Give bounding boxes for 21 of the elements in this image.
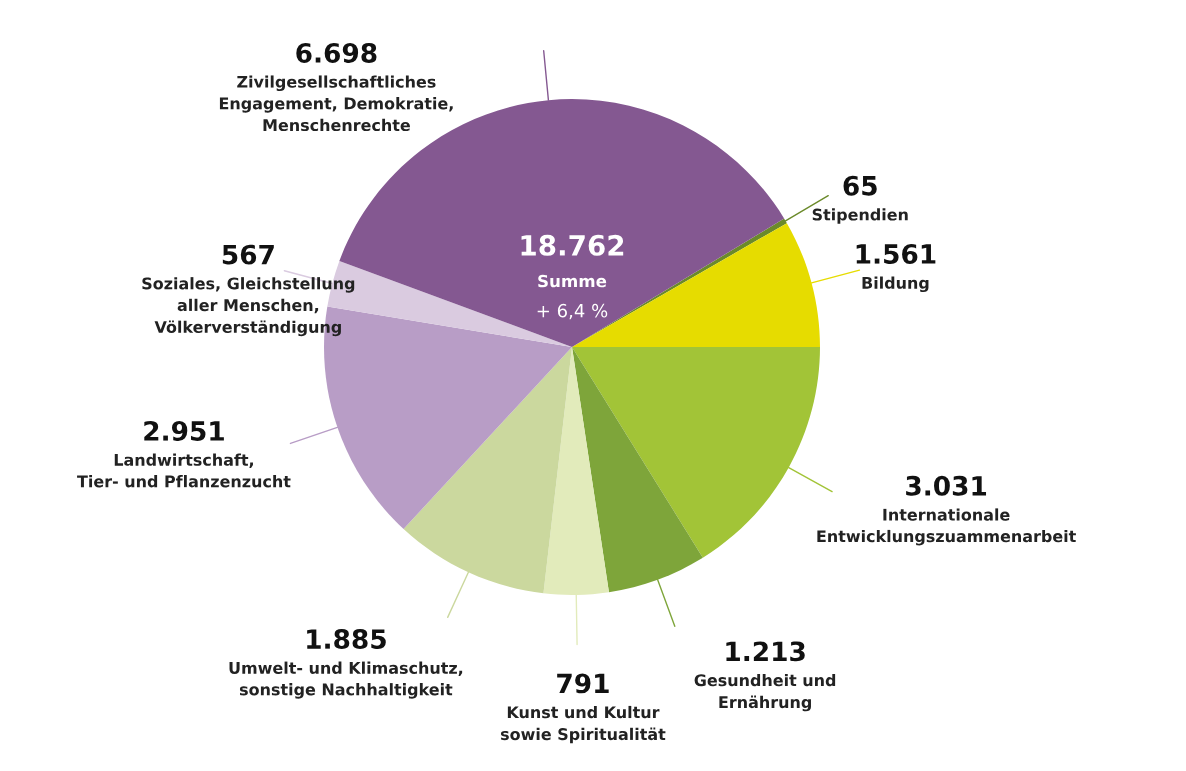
text: 18.762 xyxy=(521,234,624,256)
slice-label: Zivilgesellschaftliches Engagement, Demokratie, Menschenrechte xyxy=(219,75,453,132)
slice-label: Umwelt- und Klimaschutz, sonstige Nachhaltigkeit xyxy=(229,661,463,699)
data-label: 65 xyxy=(843,175,877,196)
slice-label: Internationale Entwicklungszuammenarbeit xyxy=(817,508,1076,546)
data-label: 567 xyxy=(222,244,274,265)
data-label: 1.213 xyxy=(726,641,805,662)
data-label: 3.031 xyxy=(906,475,987,496)
data-label: 1.885 xyxy=(307,629,386,650)
data-label: 2.951 xyxy=(144,420,224,441)
slice-label: Bildung xyxy=(862,276,929,293)
text: Summe xyxy=(538,274,607,288)
data-label: 6.698 xyxy=(296,42,377,63)
data-label: 791 xyxy=(557,673,609,694)
slice-label: Kunst und Kultur sowie Spiritualität xyxy=(500,705,666,744)
slice-label: Landwirtschaft, Tier- und Pflanzenzucht xyxy=(77,453,291,488)
slice-label: Soziales, Gleichstellung aller Menschen, Völkerverständigung xyxy=(142,277,355,337)
slice-label: Stipendien xyxy=(812,208,908,224)
text: + 6,4 % xyxy=(537,303,608,320)
slice-label: Gesundheit und Ernährung xyxy=(694,673,836,712)
data-label: 1.561 xyxy=(856,244,936,264)
